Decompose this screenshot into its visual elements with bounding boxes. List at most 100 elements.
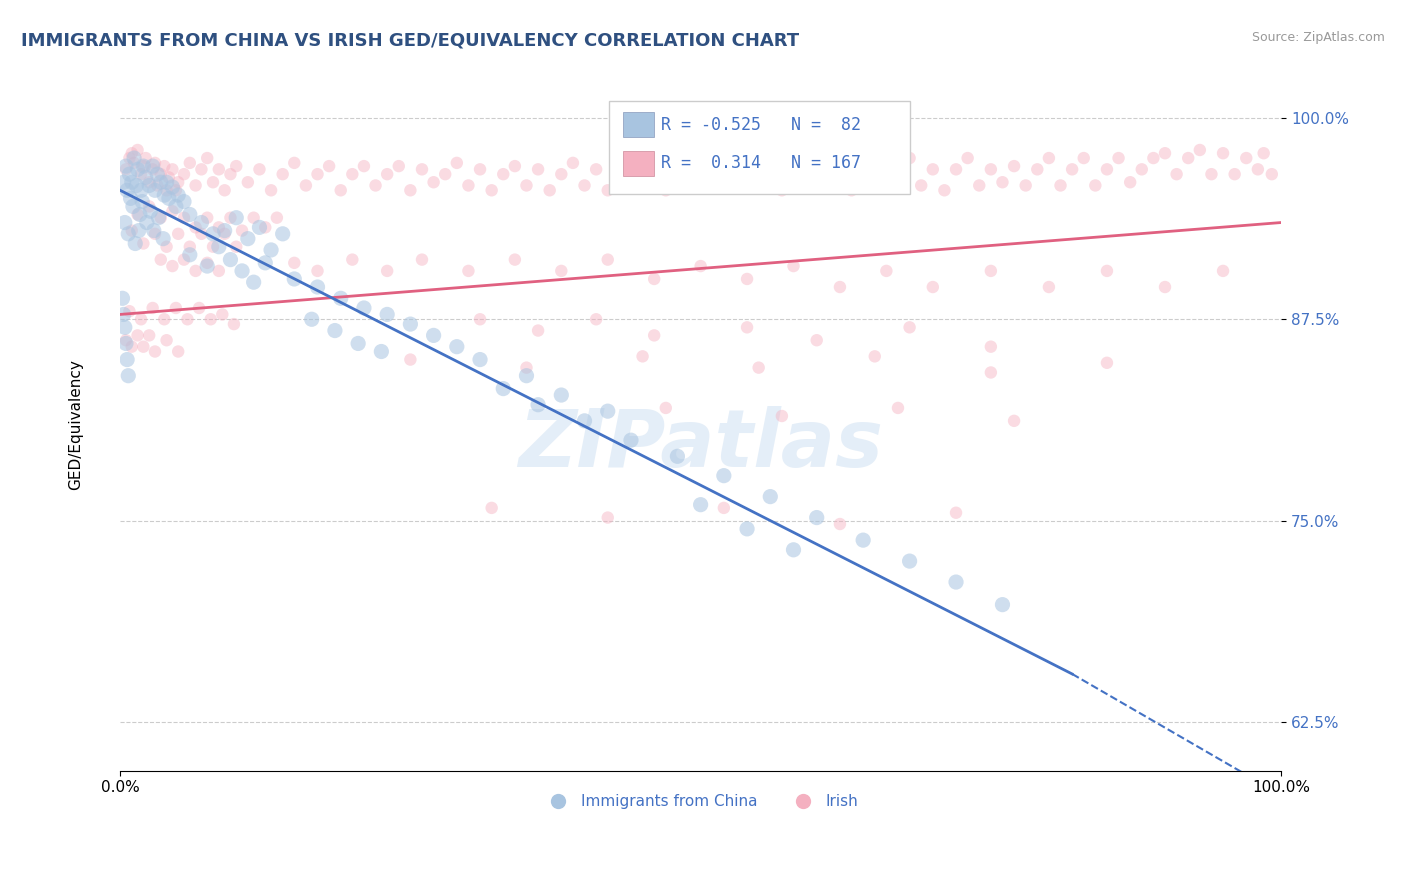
Point [131,194,153,209]
Point [225,159,247,173]
Point [146,178,169,193]
Point [135,215,157,229]
Point [114,320,136,334]
Point [122,199,145,213]
Point [111,291,134,305]
Text: R =  0.314   N = 167: R = 0.314 N = 167 [661,154,860,172]
Point [921,280,943,294]
Point [142,159,165,173]
Point [260,243,283,257]
Point [1002,159,1025,173]
Point [149,175,172,189]
Point [283,272,305,286]
Point [991,175,1014,189]
Point [112,175,135,189]
Text: GED/Equivalency: GED/Equivalency [69,359,83,490]
Point [153,312,176,326]
Point [596,183,619,197]
Point [1038,151,1060,165]
Point [702,162,724,177]
Point [195,211,218,225]
Point [1108,151,1130,165]
Point [129,183,152,197]
Point [980,162,1002,177]
Point [375,264,398,278]
Point [214,183,236,197]
Point [655,183,678,197]
Point [167,344,190,359]
Point [585,312,607,326]
Point [411,252,433,267]
Point [388,159,411,173]
Point [550,167,572,181]
Point [515,178,537,193]
Point [115,159,138,173]
Point [561,156,583,170]
Point [422,328,444,343]
Point [219,252,242,267]
Point [596,510,619,524]
Point [910,178,932,193]
Point [1212,146,1234,161]
Point [323,324,346,338]
Point [121,224,143,238]
Point [1095,264,1118,278]
Point [129,167,152,181]
Point [128,224,150,238]
Point [1095,356,1118,370]
Point [980,340,1002,354]
Point [1212,264,1234,278]
Point [122,156,145,170]
Point [596,252,619,267]
Point [492,382,515,396]
Point [195,256,218,270]
Point [165,301,187,315]
Point [457,178,479,193]
Point [155,240,177,254]
Point [121,146,143,161]
Point [759,162,782,177]
Point [122,151,145,165]
Point [655,401,678,415]
Point [934,183,956,197]
Point [713,500,735,515]
Point [875,264,897,278]
Point [149,252,172,267]
Point [135,151,157,165]
Point [620,433,643,447]
Point [538,183,561,197]
Point [887,162,910,177]
Point [254,220,277,235]
Point [550,264,572,278]
Point [260,183,283,197]
Point [153,188,176,202]
Point [342,167,364,181]
Point [666,450,689,464]
Point [195,151,218,165]
Point [138,175,160,189]
Point [190,162,212,177]
Point [149,211,172,225]
Point [794,175,817,189]
Point [117,227,139,241]
Point [620,159,643,173]
Point [735,522,758,536]
Point [143,156,166,170]
Point [162,180,184,194]
Point [208,162,231,177]
Point [138,199,160,213]
Point [1119,175,1142,189]
Point [527,398,550,412]
Point [225,240,247,254]
Point [138,178,160,193]
Point [167,227,190,241]
Point [713,468,735,483]
Point [689,259,711,273]
Point [190,227,212,241]
Point [898,320,921,334]
Point [222,317,245,331]
Point [596,404,619,418]
Point [1234,151,1257,165]
Point [162,259,184,273]
Point [167,188,190,202]
